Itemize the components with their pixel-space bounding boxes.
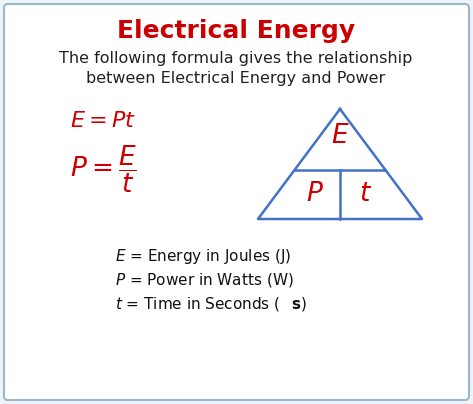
Text: between Electrical Energy and Power: between Electrical Energy and Power [87,72,385,86]
FancyBboxPatch shape [4,4,469,400]
Text: $t$ = Time in Seconds (: $t$ = Time in Seconds ( [115,295,280,313]
Text: $P = \dfrac{E}{t}$: $P = \dfrac{E}{t}$ [70,143,137,195]
Text: The following formula gives the relationship: The following formula gives the relation… [59,51,412,67]
Text: $E$: $E$ [331,123,349,149]
Text: $t$: $t$ [359,181,372,207]
Text: Electrical Energy: Electrical Energy [117,19,355,43]
Text: $E$ = Energy in Joules (J): $E$ = Energy in Joules (J) [115,246,291,265]
Text: $P$: $P$ [306,181,324,207]
Text: $E = Pt$: $E = Pt$ [70,111,136,131]
Text: $P$ = Power in Watts (W): $P$ = Power in Watts (W) [115,271,294,289]
Text: $\mathbf{s}$): $\mathbf{s}$) [291,295,307,313]
